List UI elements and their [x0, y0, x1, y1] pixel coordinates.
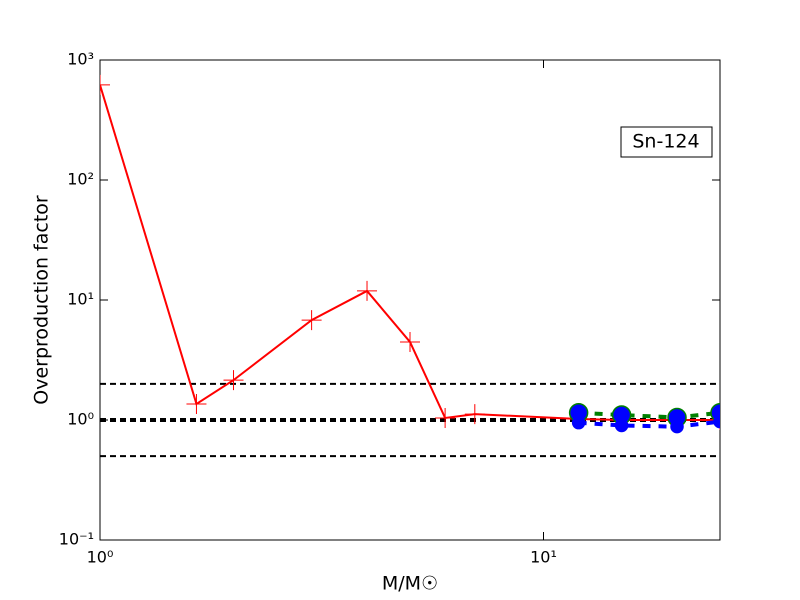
- y-axis-label: Overproduction factor: [31, 195, 53, 405]
- y-tick-label: 10⁰: [67, 410, 94, 429]
- series-line: [578, 410, 720, 420]
- marker: [435, 407, 456, 428]
- x-axis-label: M/M☉: [382, 573, 438, 595]
- marker: [571, 415, 586, 430]
- y-tick-label: 10⁻¹: [59, 530, 94, 549]
- marker: [186, 393, 207, 414]
- y-tick-label: 10¹: [67, 290, 94, 309]
- marker: [301, 310, 322, 331]
- annotation-box: [620, 126, 713, 158]
- marker: [713, 414, 720, 429]
- marker: [100, 74, 110, 95]
- marker: [357, 280, 378, 301]
- marker: [614, 418, 629, 433]
- x-tick-label: 10¹: [530, 548, 557, 567]
- marker: [710, 410, 720, 430]
- marker: [400, 331, 420, 352]
- series-line: [578, 419, 720, 429]
- y-tick-label: 10³: [67, 50, 94, 69]
- marker: [223, 370, 244, 391]
- x-tick-label: 10⁰: [87, 548, 114, 567]
- marker: [464, 404, 485, 425]
- annotation: Sn-124: [632, 131, 699, 153]
- plot-area: [100, 74, 720, 434]
- marker: [670, 419, 684, 434]
- y-tick-label: 10²: [67, 170, 94, 189]
